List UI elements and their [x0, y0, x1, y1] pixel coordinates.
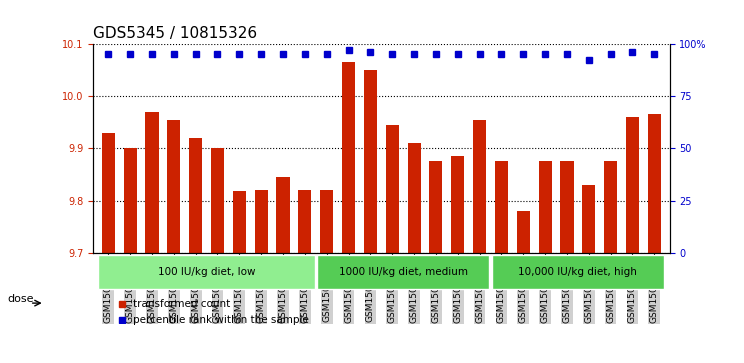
Bar	[560, 162, 574, 363]
FancyBboxPatch shape	[98, 255, 315, 289]
Bar	[364, 70, 377, 363]
Bar	[211, 148, 224, 363]
Bar	[145, 112, 158, 363]
Bar	[320, 190, 333, 363]
Bar	[495, 162, 508, 363]
FancyBboxPatch shape	[317, 255, 490, 289]
Bar	[451, 156, 464, 363]
Bar	[648, 114, 661, 363]
Text: dose: dose	[7, 294, 34, 305]
Bar	[277, 177, 289, 363]
Bar	[102, 132, 115, 363]
Text: percentile rank within the sample: percentile rank within the sample	[133, 315, 310, 325]
Bar	[298, 190, 312, 363]
Bar	[233, 191, 246, 363]
Bar	[539, 162, 551, 363]
Bar	[429, 162, 443, 363]
Bar	[517, 211, 530, 363]
Bar	[385, 125, 399, 363]
Bar	[473, 119, 486, 363]
Bar	[583, 185, 595, 363]
Bar	[626, 117, 639, 363]
Bar	[124, 148, 137, 363]
Bar	[189, 138, 202, 363]
Text: 100 IU/kg diet, low: 100 IU/kg diet, low	[158, 267, 255, 277]
Text: 1000 IU/kg diet, medium: 1000 IU/kg diet, medium	[339, 267, 468, 277]
Bar	[254, 190, 268, 363]
Text: 10,000 IU/kg diet, high: 10,000 IU/kg diet, high	[519, 267, 638, 277]
Bar	[408, 143, 420, 363]
Bar	[604, 162, 618, 363]
Text: GDS5345 / 10815326: GDS5345 / 10815326	[93, 26, 257, 41]
Bar	[167, 119, 180, 363]
Bar	[342, 62, 355, 363]
Text: transformed count: transformed count	[133, 298, 231, 309]
FancyBboxPatch shape	[492, 255, 664, 289]
